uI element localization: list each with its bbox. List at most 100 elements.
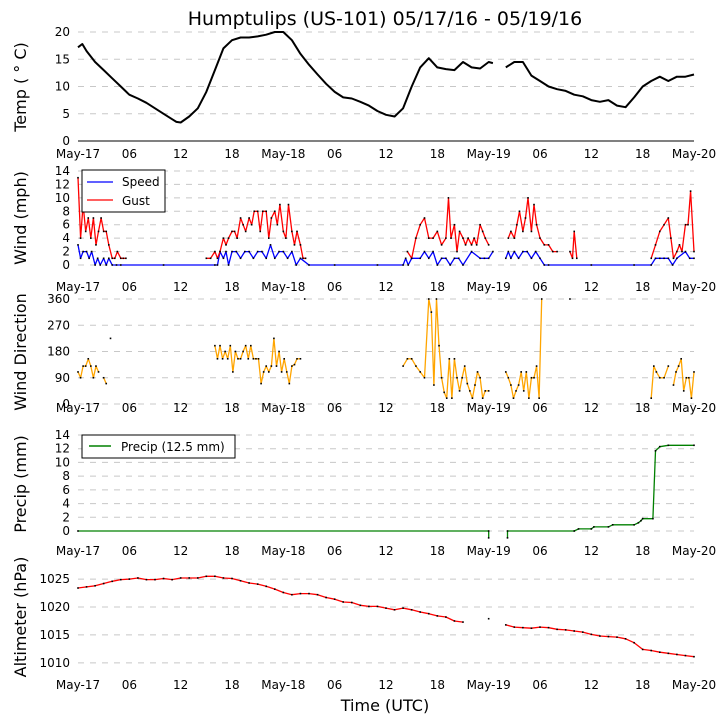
y-tick-label: 15 [55,52,70,66]
x-tick-label: 06 [327,678,342,692]
y-tick-label: 10 [55,191,70,205]
x-tick-label: 06 [122,401,137,415]
y-tick-label: 90 [55,371,70,385]
data-point [573,630,576,632]
data-point [205,575,208,578]
data-point [687,223,689,226]
data-point [97,230,100,233]
data-point [116,250,119,253]
data-point [599,635,601,637]
data-point [239,217,242,219]
plot-temperature: 0 5 10 15 20 May-17 06 12 18 May-18 06 12 18 May-19 06… [55,25,716,161]
x-tick-label: 18 [430,401,445,415]
data-point [458,390,461,392]
y-tick-label: 360 [47,292,70,306]
data-point [102,376,105,379]
x-tick-label: 06 [327,401,342,415]
data-point [97,371,100,373]
data-point [273,337,275,340]
data-point [214,264,216,266]
data-point [590,264,593,266]
x-tick-label: 12 [173,401,188,415]
data-point [252,357,255,360]
legend-precipitation: Precip (12.5 mm) [81,434,236,459]
data-point [404,257,407,260]
data-point [299,357,302,360]
data-point [517,257,520,260]
data-point [688,257,691,260]
data-point [406,250,409,253]
legend-label-speed: Speed [122,175,160,189]
x-tick-label: 18 [430,678,445,692]
x-tick-label: 06 [532,401,547,415]
data-point [419,371,422,373]
data-point [122,257,125,260]
data-point [216,357,219,360]
data-point [487,530,490,532]
data-point [171,578,173,581]
data-point [534,250,537,253]
y-tick-label: 2 [62,245,70,259]
data-point [267,237,270,239]
y-tick-label: 0 [62,258,70,272]
data-point [479,223,481,226]
data-point [96,257,99,260]
data-point [255,357,257,360]
data-point [538,397,540,399]
data-point [435,298,438,300]
x-tick-label: 12 [584,147,599,161]
data-point [105,264,108,266]
data-point [575,257,578,260]
data-point [688,376,690,379]
x-tick-label: 12 [584,678,599,692]
data-point [693,444,695,447]
data-point [109,337,112,340]
data-point [564,629,567,631]
data-point [216,264,219,266]
data-point [440,257,443,260]
data-point [512,397,515,399]
x-tick-label: 06 [327,147,342,161]
x-tick-label: 18 [224,678,239,692]
x-tick-label: 18 [635,147,650,161]
data-point [453,223,456,226]
y-tick-label: 1015 [39,628,70,642]
data-point [423,376,426,379]
data-point [633,641,635,644]
x-tick-label: 12 [584,280,599,294]
data-point [573,230,576,233]
data-point [522,230,524,233]
data-point [179,577,182,579]
data-point [650,397,653,399]
data-point [693,257,695,260]
data-point [581,631,584,633]
data-point [299,257,302,260]
x-tick-label: May-18 [261,678,305,692]
data-point [676,250,678,253]
data-point [487,617,490,620]
data-point [539,237,541,239]
data-point [654,257,657,260]
x-tick-label: 06 [327,544,342,558]
data-point [92,376,95,379]
y-axis-label-wind: Wind (mph) [11,171,30,265]
data-point [445,257,447,260]
x-tick-label: 18 [635,678,650,692]
data-point [462,621,464,623]
data-point [87,217,90,219]
y-tick-label: 10 [55,80,70,94]
data-point [543,244,546,246]
data-point [77,244,79,246]
data-point [231,230,233,233]
x-tick-label: May-19 [467,678,511,692]
y-tick-label: 180 [47,345,70,359]
data-point [410,257,413,260]
data-point [681,250,683,253]
data-point [279,203,281,206]
data-point [476,371,479,373]
data-point [543,264,546,266]
data-point [282,591,285,594]
x-tick-label: 12 [378,678,393,692]
data-point [525,371,528,373]
